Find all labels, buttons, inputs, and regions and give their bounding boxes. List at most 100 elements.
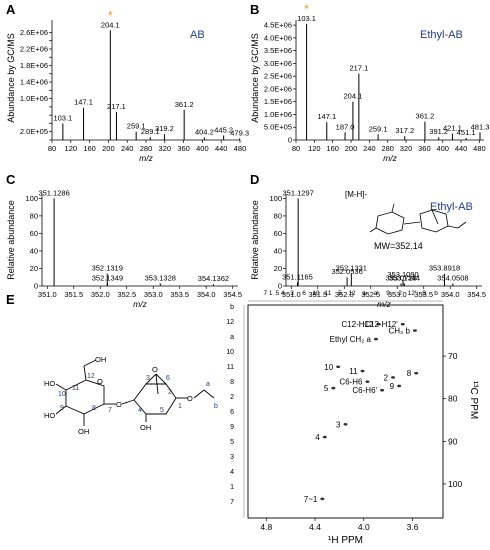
panel-letter-d: D	[250, 172, 259, 187]
x-tick-label: 480	[473, 144, 486, 153]
carbon-assignment-label: a	[230, 334, 234, 341]
peak-label: 259.1	[369, 124, 388, 133]
structure-oh-label: OH	[95, 355, 106, 364]
y-tick-label: 80	[448, 394, 458, 404]
x-tick-label: 360	[418, 144, 431, 153]
structure-number: 4	[138, 407, 142, 414]
peak-label: 404.2	[195, 128, 214, 137]
x-tick-label: 4.8	[260, 522, 272, 532]
x-tick-label: 360	[177, 144, 190, 153]
cross-peak	[365, 380, 370, 383]
proton-assignment-label: 5	[338, 290, 342, 297]
x-tick-label: 280	[381, 144, 394, 153]
peak-label: 451.1	[457, 128, 476, 137]
carbon-assignment-label: 1	[230, 484, 234, 491]
y-tick-label: 2.2E+06	[20, 44, 48, 53]
y-tick-label: 1.8E+06	[20, 61, 48, 70]
cross-peak-label: CH₃ b	[388, 327, 410, 336]
carbon-assignment-label: 10	[226, 349, 234, 356]
y-tick-label: 2.0E+05	[20, 127, 48, 136]
carbon-assignment-label: 11	[227, 364, 234, 371]
x-tick-label: 160	[326, 144, 339, 153]
peak-label: 354.0508	[437, 273, 468, 282]
x-tick-label: 354.0	[197, 290, 216, 299]
x-tick-label: 240	[363, 144, 376, 153]
cross-peak	[376, 322, 381, 326]
proton-assignment-label: b	[434, 290, 438, 297]
x-tick-label: 440	[455, 144, 468, 153]
y-axis-title: ¹³C PPM	[468, 381, 479, 419]
x-tick-label: 353.0	[144, 290, 163, 299]
peak-label: 351.1165	[282, 272, 313, 281]
peak-label: 361.2	[175, 100, 194, 109]
peak-label: 421.1	[443, 124, 462, 133]
y-tick-label: 1.0E+06	[264, 110, 292, 119]
x-tick-label: 120	[65, 144, 78, 153]
y-tick-label: 4.5E+06	[264, 21, 292, 30]
structure-ho-label: HO	[44, 379, 55, 388]
cross-peak	[322, 435, 327, 439]
peak-label: 103.1	[297, 14, 316, 23]
y-tick-label: 70	[448, 351, 458, 361]
structure-number: 1	[178, 403, 182, 410]
proton-assignment-label: 12	[348, 290, 356, 297]
x-axis-title: m/z	[377, 299, 391, 309]
peak-label: 147.1	[317, 112, 336, 121]
x-tick-label: 160	[83, 144, 96, 153]
cross-peak-label: C6-H6'	[352, 386, 377, 395]
cross-peak-label: C12-H12'	[364, 320, 398, 329]
proton-assignment-label: 11	[325, 290, 332, 297]
cross-peak-label: 5	[324, 384, 329, 393]
structure-number: 7	[108, 407, 112, 414]
structure-number: 2	[168, 389, 172, 396]
cross-peak	[380, 388, 385, 392]
panel-a-sample-name: AB	[190, 29, 205, 41]
x-tick-label: 480	[234, 144, 247, 153]
x-tick-label: 320	[400, 144, 413, 153]
x-tick-label: 200	[102, 144, 115, 153]
cross-peak	[336, 365, 341, 369]
y-tick-label: 1.4E+06	[20, 78, 48, 87]
cross-peak	[343, 422, 348, 426]
x-tick-label: 351.5	[64, 290, 83, 299]
y-axis-title: Relative abundance	[6, 200, 16, 280]
y-axis-title: Relative abundance	[250, 200, 260, 280]
y-tick-label: 20	[30, 264, 38, 273]
y-tick-label: 1.0E+06	[20, 94, 48, 103]
y-axis-title: Abundance by GC/MS	[6, 33, 16, 123]
structure-number: 6	[166, 375, 170, 382]
peak-label: 103.1	[53, 113, 72, 122]
carbon-assignment-label: 6	[230, 409, 234, 416]
y-tick-label: 0	[288, 136, 292, 145]
peak-label: 352.1349	[92, 273, 123, 282]
peak-label: 317.2	[395, 126, 414, 135]
carbon-assignment-label: 5	[230, 439, 234, 446]
x-axis-title: m/z	[383, 153, 397, 163]
peak-label: 147.1	[74, 98, 93, 107]
chart-a: 80 120 160 200 240 280 320 360 400 440 480 2.0E+05 1…	[6, 8, 249, 163]
panel-d-structure	[369, 203, 467, 235]
x-tick-label: 353.0	[388, 290, 407, 299]
carbon-assignment-label: 4	[230, 469, 234, 476]
cross-peak	[414, 371, 419, 375]
panel-letter-e: E	[6, 292, 15, 307]
x-tick-label: 280	[140, 144, 153, 153]
y-tick-label: 90	[448, 436, 458, 446]
cross-peak	[320, 497, 325, 501]
x-tick-label: 80	[292, 144, 300, 153]
proton-assignment-label: 3	[290, 290, 294, 297]
structure-number: a	[206, 381, 210, 388]
cross-peak-label: 8	[407, 369, 412, 378]
cross-peak-label: 3	[336, 420, 341, 429]
y-tick-label: 40	[274, 246, 282, 255]
panel-b-sample-name: Ethyl-AB	[420, 29, 463, 41]
structure-o-label: O	[97, 377, 103, 386]
chart-d: 351.0 351.5 352.0 352.5 353.0 353.5 354.0 354.5…	[250, 188, 486, 309]
peak-label: 353.1328	[145, 273, 176, 282]
x-tick-label: 80	[48, 144, 56, 153]
y-tick-label: 100	[448, 479, 462, 489]
x-tick-label: 352.5	[361, 290, 380, 299]
peak-label: 353.8918	[429, 264, 460, 273]
cross-peak-label: 10	[324, 363, 333, 372]
